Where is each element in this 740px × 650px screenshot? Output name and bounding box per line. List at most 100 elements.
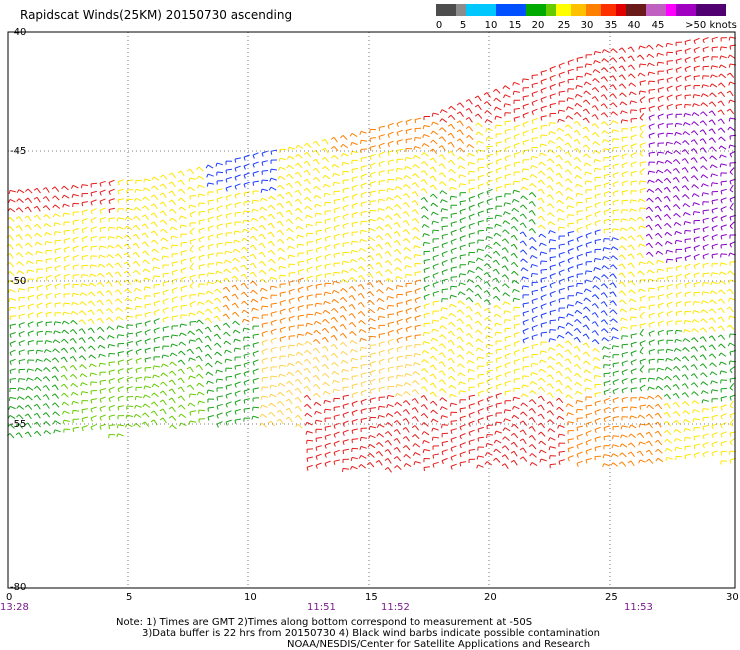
- wind-barb-flag: [520, 258, 524, 262]
- wind-barb: [234, 320, 240, 326]
- wind-barb: [549, 463, 557, 466]
- wind-barb-flag: [80, 283, 83, 288]
- wind-barb: [468, 288, 474, 293]
- wind-barb: [576, 291, 583, 295]
- wind-barb: [432, 166, 437, 173]
- wind-barb-flag: [321, 138, 326, 142]
- wind-barb-flag: [385, 215, 389, 219]
- wind-barb: [288, 306, 295, 310]
- wind-barb: [36, 259, 43, 262]
- wind-barb: [594, 392, 601, 394]
- wind-barb: [252, 333, 259, 336]
- wind-barb-flag: [342, 468, 344, 472]
- wind-barb: [261, 422, 267, 428]
- wind-barb-flag: [322, 381, 326, 386]
- wind-barb-flag: [412, 380, 416, 384]
- wind-barb: [126, 288, 132, 294]
- wind-barb-flag: [205, 164, 209, 169]
- wind-barb-flag: [448, 303, 452, 308]
- wind-barb: [450, 436, 457, 440]
- wind-barb: [513, 216, 519, 222]
- wind-barb: [441, 457, 448, 462]
- wind-barb-flag: [15, 432, 20, 436]
- wind-barb-flag: [556, 415, 560, 420]
- wind-barb: [486, 299, 491, 305]
- wind-barb-flag: [171, 262, 174, 267]
- wind-barb-flag: [393, 231, 398, 234]
- wind-barb: [522, 402, 529, 407]
- wind-barb: [234, 157, 241, 160]
- wind-barb-flag: [511, 414, 515, 419]
- wind-barb-flag: [592, 276, 596, 280]
- wind-barb-flag: [234, 401, 237, 406]
- wind-barb-flag: [108, 371, 111, 376]
- wind-barb: [216, 324, 221, 331]
- wind-barb: [144, 259, 150, 265]
- wind-barb: [18, 340, 25, 344]
- wind-barb: [297, 305, 304, 308]
- wind-barb: [441, 259, 448, 264]
- wind-barb: [333, 406, 341, 408]
- wind-barb-flag: [511, 270, 515, 275]
- wind-barb: [198, 236, 205, 240]
- wind-barb: [423, 224, 430, 228]
- wind-barb: [423, 431, 430, 436]
- wind-barb-flag: [618, 263, 623, 267]
- wind-barb-flag: [144, 331, 147, 336]
- wind-barb: [450, 366, 456, 373]
- wind-barb: [423, 341, 430, 344]
- wind-barb: [477, 311, 482, 318]
- wind-barb: [297, 423, 303, 429]
- wind-barb-flag: [51, 402, 56, 406]
- wind-barb-flag: [493, 439, 497, 444]
- wind-barb: [594, 267, 601, 271]
- wind-barb-flag: [528, 192, 533, 196]
- wind-barb: [306, 403, 312, 409]
- wind-barb-flag: [465, 296, 470, 301]
- wind-barb: [612, 345, 619, 348]
- wind-barb: [603, 346, 610, 350]
- wind-barb-flag: [42, 412, 47, 416]
- wind-barb: [126, 341, 133, 344]
- wind-barb: [450, 177, 457, 182]
- wind-barb: [423, 259, 430, 261]
- wind-barb: [378, 226, 384, 231]
- wind-barb-flag: [429, 382, 434, 386]
- wind-barb-flag: [612, 183, 615, 188]
- wind-barb: [522, 438, 527, 445]
- wind-barb: [432, 328, 439, 332]
- wind-barb: [585, 297, 592, 302]
- wind-barb-flag: [376, 424, 380, 428]
- wind-barb-flag: [630, 172, 633, 177]
- wind-barb-flag: [486, 371, 489, 376]
- wind-barb-flag: [519, 213, 524, 217]
- wind-barb: [567, 196, 574, 200]
- wind-barb-flag: [126, 198, 128, 203]
- wind-barb: [279, 202, 284, 209]
- wind-barb-flag: [285, 389, 290, 393]
- wind-barb: [90, 236, 97, 239]
- wind-barb: [135, 252, 140, 258]
- wind-barb-flag: [583, 288, 587, 293]
- wind-barb: [315, 366, 320, 372]
- wind-barb-flag: [504, 166, 507, 171]
- wind-barb-flag: [90, 426, 93, 431]
- wind-barb-flag: [394, 258, 398, 262]
- wind-barb-flag: [502, 283, 506, 287]
- wind-barb-flag: [54, 249, 57, 254]
- wind-barb: [333, 388, 340, 392]
- wind-barb: [288, 173, 294, 179]
- wind-barb-flag: [324, 436, 327, 440]
- wind-barb: [342, 324, 347, 330]
- wind-barb-flag: [99, 381, 102, 385]
- wind-barb-flag: [324, 445, 327, 449]
- wind-barb: [549, 122, 556, 124]
- wind-barb-flag: [565, 394, 569, 398]
- wind-barb: [540, 404, 545, 411]
- wind-barb: [333, 224, 340, 228]
- wind-barb: [117, 244, 123, 250]
- wind-barb-flag: [295, 360, 299, 365]
- wind-barb: [81, 337, 86, 343]
- wind-barb: [495, 186, 502, 189]
- wind-barb: [27, 286, 35, 289]
